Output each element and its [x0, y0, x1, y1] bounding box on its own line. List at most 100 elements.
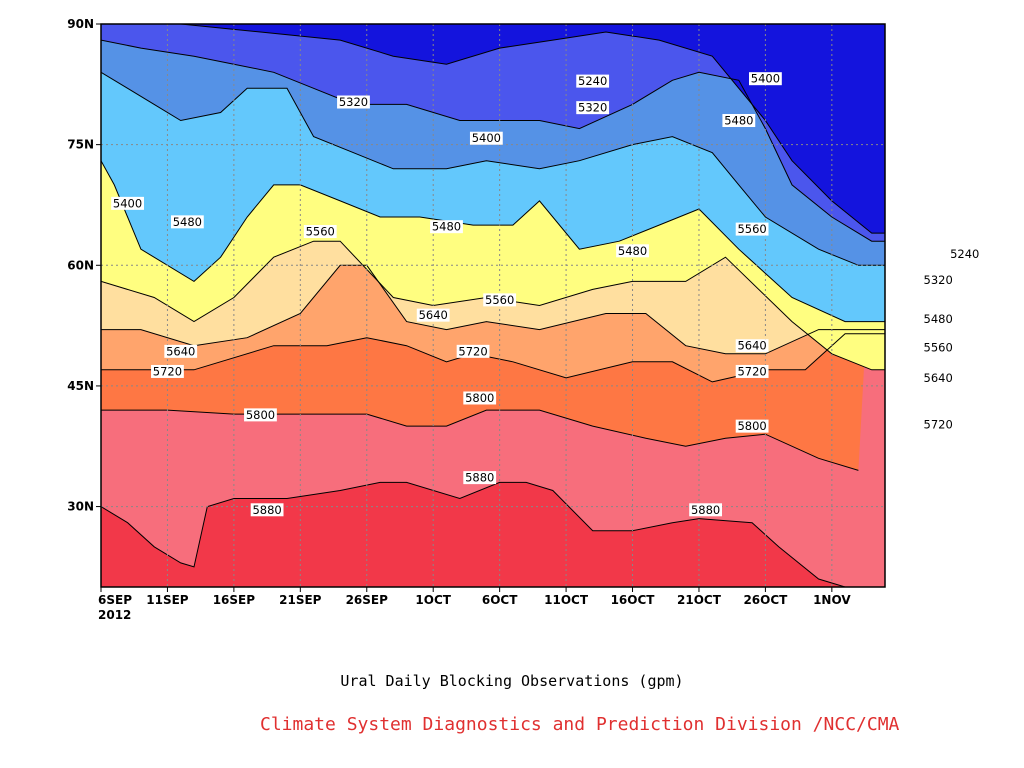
y-tick-label: 30N [67, 500, 94, 514]
contour-label-box [921, 418, 955, 432]
contour-label: 5320 [921, 273, 955, 287]
contour-label-box [576, 101, 610, 115]
band-5320 [101, 24, 885, 242]
x-tick-label: 26OCT [743, 593, 788, 607]
contour-label-box [749, 72, 782, 86]
x-tick-label: 6SEP [98, 593, 132, 607]
isoline-5320 [101, 39, 885, 242]
contour-label: 5480 [430, 220, 463, 234]
contour-label-text: 5320 [924, 273, 953, 287]
contour-label-text: 5400 [472, 131, 501, 145]
contour-label: 5480 [722, 114, 756, 128]
x-tick-label: 16OCT [611, 593, 656, 607]
contour-label: 5400 [111, 196, 144, 210]
x-tick-label: 16SEP [213, 593, 256, 607]
contour-label: 5320 [337, 95, 370, 109]
contour-label-box [735, 222, 769, 236]
contour-label-text: 5320 [578, 101, 607, 115]
contour-label-text: 5480 [173, 215, 202, 229]
contour-label: 5560 [735, 222, 769, 236]
contour-label-text: 5720 [924, 418, 953, 432]
contour-label-box [170, 215, 204, 229]
contour-label-text: 5800 [737, 419, 766, 433]
x-tick-label: 6OCT [482, 593, 518, 607]
contour-label-box [111, 196, 144, 210]
contour-label-box [921, 340, 955, 354]
contour-bands [101, 24, 885, 587]
contour-label-box [469, 131, 503, 145]
y-tick-label: 75N [67, 138, 94, 152]
contour-label-box [244, 408, 277, 422]
contour-label: 5240 [948, 247, 982, 261]
contour-label-box [576, 74, 610, 88]
y-tick-label: 45N [67, 379, 94, 393]
contour-label: 5640 [164, 344, 198, 358]
contour-label-box [483, 293, 517, 307]
credit-line: Climate System Diagnostics and Predictio… [260, 714, 900, 735]
plot-area [100, 23, 886, 588]
contour-label: 5720 [456, 344, 490, 358]
contour-label-text: 5560 [737, 222, 766, 236]
contour-label: 5400 [749, 72, 782, 86]
contour-label-box [416, 308, 450, 322]
contour-label-box [921, 312, 955, 326]
contour-label: 5880 [689, 503, 723, 517]
contour-label-text: 5880 [252, 503, 281, 517]
contour-label-text: 5400 [751, 72, 780, 86]
contour-label-text: 5480 [924, 312, 953, 326]
x-tick-label: 1OCT [415, 593, 451, 607]
x-tick-label: 11OCT [544, 593, 589, 607]
contour-labels: 5880 5880 5880 5800 5800 5800 5720 5720 5720 5720… [111, 72, 982, 517]
contour-label-box [722, 114, 756, 128]
contour-label: 5240 [576, 74, 610, 88]
contour-label-box [250, 503, 284, 517]
contour-label-box [164, 344, 198, 358]
contour-label-box [735, 339, 769, 353]
contour-label-box [616, 244, 649, 258]
contour-label: 5640 [921, 371, 955, 385]
isoline-5800 [101, 409, 859, 471]
isoline-5240 [101, 24, 885, 234]
contour-label-text: 5640 [737, 339, 766, 353]
contour-label-text: 5560 [485, 293, 514, 307]
y-tick-label: 60N [67, 258, 94, 272]
contour-label-text: 5640 [419, 308, 448, 322]
contour-label-box [303, 225, 337, 239]
contour-label-text: 5560 [924, 340, 953, 354]
contour-label: 5400 [469, 131, 503, 145]
contour-label: 5480 [921, 312, 955, 326]
y-tick-label: 90N [67, 17, 94, 31]
chart-title: Ural Daily Blocking Observations (gpm) [340, 672, 684, 690]
isoline-5720 [101, 333, 885, 383]
contour-label-text: 5320 [339, 95, 368, 109]
contour-label-text: 5480 [618, 244, 647, 258]
contour-label: 5800 [735, 419, 769, 433]
contour-label-box [456, 344, 490, 358]
contour-label: 5640 [735, 339, 769, 353]
contour-label-box [430, 220, 463, 234]
contour-label-text: 5800 [246, 408, 275, 422]
contour-label-box [735, 419, 769, 433]
contour-label: 5800 [463, 391, 497, 405]
contour-label-text: 5480 [432, 220, 461, 234]
contour-label-text: 5720 [458, 344, 487, 358]
contour-label-text: 5800 [465, 391, 494, 405]
contour-label-text: 5480 [724, 114, 753, 128]
contour-label-text: 5640 [924, 371, 953, 385]
contour-label-text: 5400 [113, 196, 142, 210]
x-year-label: 2012 [98, 608, 131, 622]
isoline-5880 [101, 481, 885, 587]
contour-label-text: 5640 [166, 344, 195, 358]
x-tick-label: 26SEP [346, 593, 389, 607]
contour-label-text: 5720 [737, 364, 766, 378]
contour-label: 5800 [244, 408, 277, 422]
x-tick-label: 11SEP [146, 593, 189, 607]
contour-label-box [337, 95, 370, 109]
plot-frame [100, 23, 886, 588]
x-tick-label: 1NOV [813, 593, 851, 607]
contour-label-box [921, 371, 955, 385]
contour-label: 5720 [735, 364, 769, 378]
contour-label-box [735, 364, 769, 378]
contour-label: 5560 [921, 340, 955, 354]
contour-label-box [463, 471, 497, 485]
